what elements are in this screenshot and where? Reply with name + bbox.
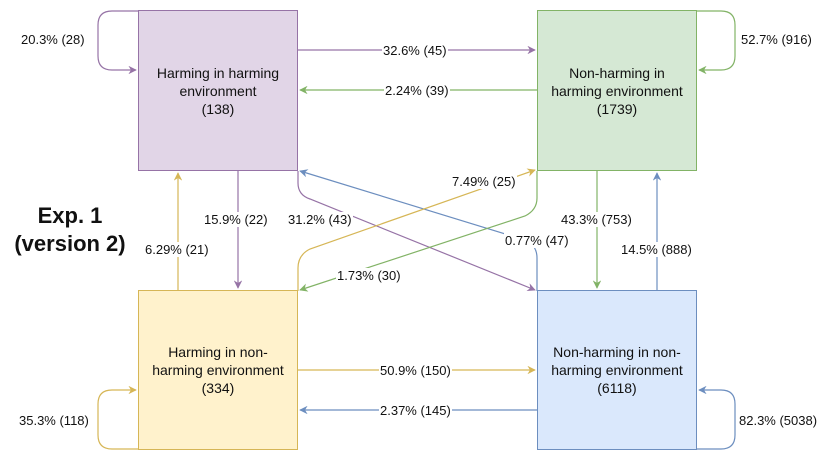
label-nn-to-hn: 2.37% (145) (379, 403, 452, 418)
node-hn-count: (334) (201, 380, 235, 396)
label-nh-to-hh: 2.24% (39) (384, 83, 450, 98)
arrow-hn-to-nh (297, 168, 536, 291)
label-nh-self: 52.7% (916) (740, 32, 813, 47)
node-nh-line1: Non-harming in (569, 64, 665, 81)
arrow-nh-self (697, 10, 736, 75)
arrow-hh-self (97, 10, 138, 75)
label-hn-to-nh: 7.49% (25) (451, 174, 517, 189)
node-non-harming-in-harming: Non-harming in harming environment (1739… (537, 10, 697, 171)
label-hn-self: 35.3% (118) (18, 413, 90, 428)
node-nn-line1: Non-harming in non- (553, 344, 681, 360)
node-hh-line1: Harming in harming (156, 64, 280, 81)
node-nh-line2: harming environment (551, 82, 683, 99)
node-nh-count: (1739) (596, 100, 638, 117)
node-non-harming-in-non-harming: Non-harming in non- harming environment … (537, 290, 697, 450)
arrow-nn-self (697, 385, 736, 450)
title-line1: Exp. 1 (37, 203, 103, 228)
arrow-nh-to-hn (299, 171, 538, 292)
label-hn-to-hh: 6.29% (21) (144, 242, 210, 257)
label-nn-to-hh: 0.77% (47) (504, 233, 570, 248)
title-line2: (version 2) (14, 231, 126, 256)
label-hh-self: 20.3% (28) (20, 32, 86, 47)
node-harming-in-non-harming: Harming in non- harming environment (334… (138, 290, 298, 450)
node-hh-count: (138) (201, 100, 235, 117)
node-hn-line2: harming environment (152, 362, 284, 378)
arrow-hh-to-nn (297, 171, 536, 292)
label-hh-to-nn: 31.2% (43) (287, 212, 353, 227)
label-nh-to-nn: 43.3% (753) (560, 212, 633, 227)
label-hn-to-nn: 50.9% (150) (379, 363, 452, 378)
arrow-hn-self (97, 385, 138, 450)
node-nn-count: (6118) (597, 380, 637, 396)
label-nn-self: 82.3% (5038) (738, 413, 819, 428)
node-harming-in-harming: Harming in harming environment (138) (138, 10, 298, 171)
label-hh-to-hn: 15.9% (22) (203, 212, 269, 227)
label-nh-to-hn: 1.73% (30) (336, 268, 402, 283)
label-hh-to-nh: 32.6% (45) (382, 43, 448, 58)
node-hn-line1: Harming in non- (168, 344, 268, 360)
node-hh-line2: environment (179, 82, 257, 99)
node-nn-line2: harming environment (551, 362, 683, 378)
diagram-title: Exp. 1 (version 2) (6, 202, 134, 258)
label-nn-to-nh: 14.5% (888) (620, 242, 693, 257)
